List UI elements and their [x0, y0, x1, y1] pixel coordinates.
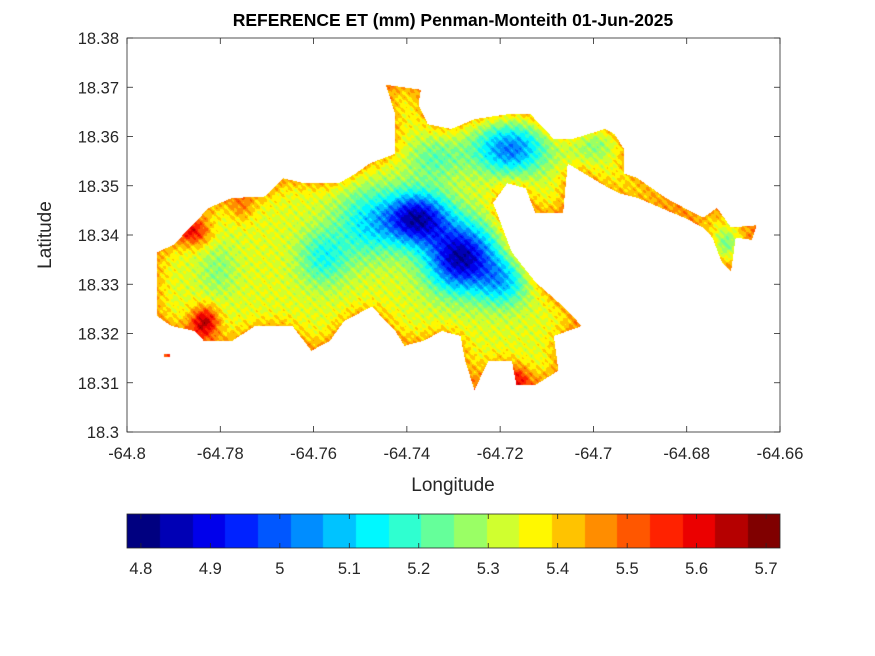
y-tick-label: 18.38	[78, 30, 119, 48]
colorbar-tick-label: 5.3	[477, 560, 500, 578]
colorbar-tick-label: 5.5	[616, 560, 639, 578]
colorbar-tick-label: 5.4	[546, 560, 569, 578]
y-tick-label: 18.32	[78, 326, 119, 344]
x-tick-label: -64.78	[197, 445, 244, 463]
x-tick-label: -64.74	[383, 445, 430, 463]
x-tick-label: -64.66	[757, 445, 804, 463]
y-axis-label: Latitude	[35, 201, 56, 269]
x-tick-label: -64.76	[290, 445, 337, 463]
y-tick-label: 18.33	[78, 276, 119, 294]
map-plot: -64.8 -64.78 -64.76 -64.74 -64.72 -64.7 -64.68…	[78, 30, 804, 463]
chart-title: REFERENCE ET (mm) Penman-Monteith 01-Jun…	[233, 10, 674, 30]
et-heatmap-field	[127, 38, 780, 432]
colorbar-gradient	[127, 514, 780, 548]
colorbar-box	[126, 513, 781, 549]
x-tick-label: -64.68	[663, 445, 710, 463]
colorbar: 4.8 4.9 5 5.1 5.2 5.3 5.4 5.5 5.6 5.7	[126, 513, 781, 578]
y-tick-label: 18.34	[78, 227, 119, 245]
colorbar-tick-label: 5.1	[338, 560, 361, 578]
x-tick-label: -64.72	[477, 445, 524, 463]
x-tick-label: -64.8	[108, 445, 146, 463]
y-tick-label: 18.31	[78, 375, 119, 393]
y-tick-label: 18.3	[87, 424, 119, 442]
colorbar-tick-label: 5.7	[755, 560, 778, 578]
y-tick-label: 18.37	[78, 79, 119, 97]
y-tick-label: 18.36	[78, 129, 119, 147]
x-axis-label: Longitude	[411, 475, 494, 496]
x-tick-label: -64.7	[575, 445, 613, 463]
colorbar-ticks: 4.8 4.9 5 5.1 5.2 5.3 5.4 5.5 5.6 5.7	[129, 514, 778, 578]
y-tick-label: 18.35	[78, 178, 119, 196]
colorbar-tick-label: 4.9	[199, 560, 222, 578]
y-axis-ticks: 18.3 18.31 18.32 18.33 18.34 18.35 18.36 18.37 1…	[78, 30, 780, 442]
colorbar-tick-label: 5.6	[685, 560, 708, 578]
colorbar-tick-label: 5.2	[407, 560, 430, 578]
colorbar-tick-label: 4.8	[129, 560, 152, 578]
x-axis-ticks: -64.8 -64.78 -64.76 -64.74 -64.72 -64.7 -64.68…	[108, 38, 803, 463]
colorbar-tick-label: 5	[275, 560, 284, 578]
